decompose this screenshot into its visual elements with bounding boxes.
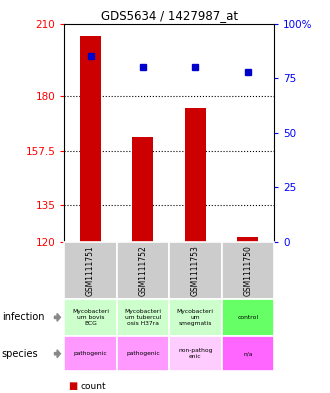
Text: GSM1111753: GSM1111753: [191, 245, 200, 296]
Text: pathogenic: pathogenic: [74, 351, 108, 356]
Text: pathogenic: pathogenic: [126, 351, 160, 356]
Text: GSM1111752: GSM1111752: [138, 245, 148, 296]
Text: non-pathog
enic: non-pathog enic: [178, 348, 213, 359]
Text: count: count: [80, 382, 106, 391]
Title: GDS5634 / 1427987_at: GDS5634 / 1427987_at: [101, 9, 238, 22]
Text: GSM1111751: GSM1111751: [86, 245, 95, 296]
Text: Mycobacteri
um tubercul
osis H37ra: Mycobacteri um tubercul osis H37ra: [124, 309, 161, 326]
Bar: [80, 36, 101, 242]
Text: n/a: n/a: [243, 351, 252, 356]
Text: control: control: [237, 315, 258, 320]
Bar: [237, 237, 258, 242]
Text: GSM1111750: GSM1111750: [243, 245, 252, 296]
Text: Mycobacteri
um bovis
BCG: Mycobacteri um bovis BCG: [72, 309, 109, 326]
Bar: [132, 138, 153, 242]
Text: ■: ■: [68, 381, 77, 391]
Bar: [185, 108, 206, 242]
Text: Mycobacteri
um
smegmatis: Mycobacteri um smegmatis: [177, 309, 214, 326]
Text: infection: infection: [2, 312, 44, 322]
Text: species: species: [2, 349, 38, 359]
